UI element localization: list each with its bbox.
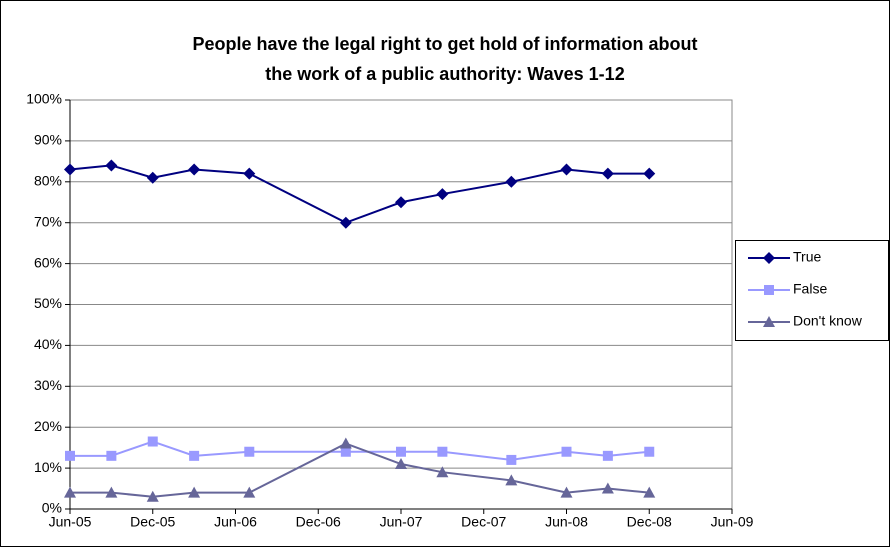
marker [65,450,75,461]
marker [244,446,255,457]
marker [643,486,656,498]
marker [437,446,448,457]
marker [505,474,518,486]
x-tick-label: Jun-07 [380,514,423,530]
marker [340,446,351,457]
marker [64,163,76,176]
marker [188,163,201,176]
marker [396,446,406,457]
y-tick-label: 90% [34,132,62,148]
x-tick-label: Dec-05 [130,514,175,530]
y-tick-label: 70% [34,213,62,229]
x-tick-label: Dec-08 [627,514,672,530]
chart-title: the work of a public authority: Waves 1-… [265,64,624,84]
marker [64,486,76,498]
y-tick-label: 40% [34,336,62,352]
x-tick-label: Jun-05 [49,514,92,530]
legend-marker [763,316,775,327]
marker [147,436,158,447]
y-tick-label: 10% [34,459,62,475]
x-tick-label: Jun-08 [545,514,588,530]
x-tick-label: Jun-06 [214,514,257,530]
series-line [70,442,650,498]
marker [505,175,518,188]
legend-label: True [793,249,821,265]
legend-marker [763,252,775,264]
x-tick-label: Dec-07 [461,514,506,530]
y-tick-label: 100% [26,91,62,107]
y-tick-label: 30% [34,377,62,393]
marker [243,167,256,180]
marker [395,196,407,209]
y-tick-label: 80% [34,173,62,189]
marker [644,446,655,457]
series-line [70,440,650,461]
marker [189,450,200,461]
legend-marker [764,285,774,295]
marker [561,446,572,457]
marker [106,450,117,461]
legend-label: Don't know [793,313,863,329]
x-tick-label: Jun-09 [711,514,754,530]
marker [560,486,573,498]
y-tick-label: 20% [34,418,62,434]
marker [105,159,118,172]
marker [436,188,449,201]
chart-title: People have the legal right to get hold … [192,34,697,54]
marker [643,167,656,180]
x-tick-label: Dec-06 [296,514,341,530]
marker [146,490,159,502]
marker [339,216,352,229]
marker [395,458,407,470]
legend-label: False [793,281,827,297]
marker [601,167,614,180]
marker [105,486,118,498]
marker [601,482,614,494]
marker [560,163,573,176]
y-tick-label: 0% [42,500,62,516]
marker [602,450,613,461]
marker [243,486,256,498]
marker [339,437,352,449]
marker [188,486,201,498]
marker [436,466,449,478]
marker [506,454,517,465]
marker [146,171,159,184]
series-line [69,164,650,224]
y-tick-label: 60% [34,254,62,270]
y-tick-label: 50% [34,295,62,311]
